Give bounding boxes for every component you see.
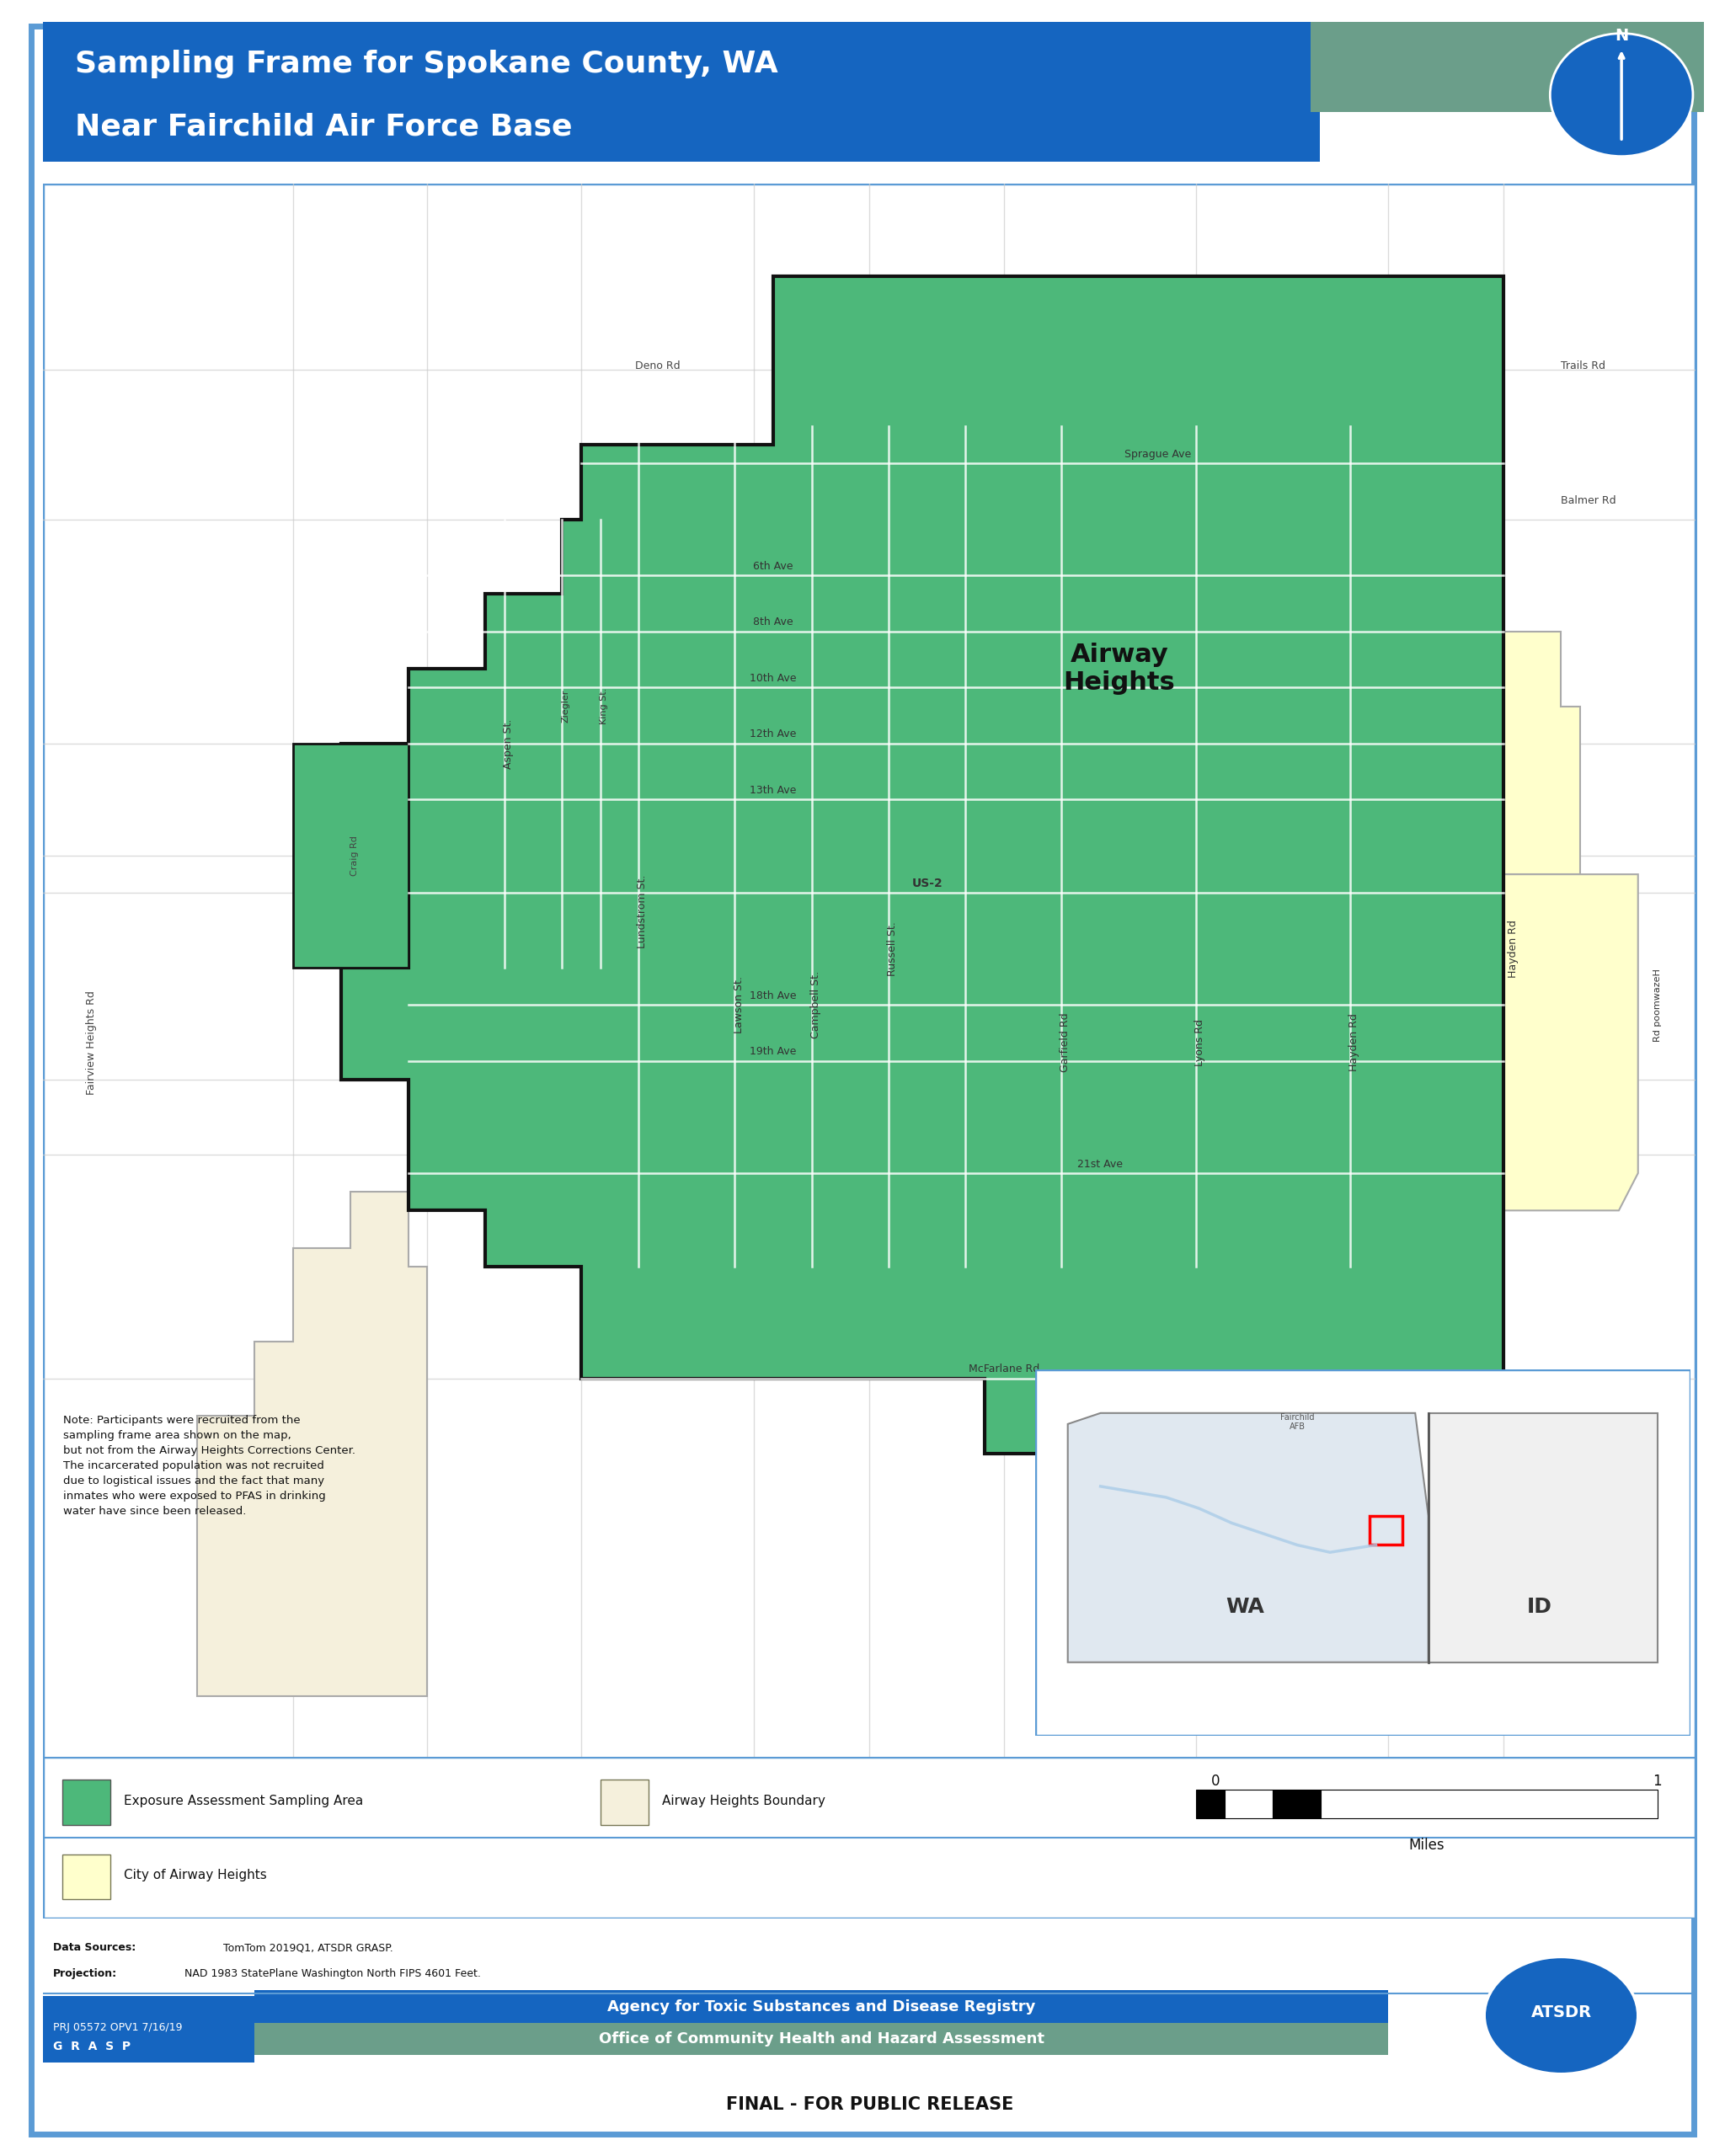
Text: Rd poomwazeH: Rd poomwazeH	[1653, 968, 1661, 1041]
Bar	[255, 2022, 1389, 2055]
Text: US-2: US-2	[911, 877, 942, 888]
Text: Office of Community Health and Hazard Assessment: Office of Community Health and Hazard As…	[599, 2031, 1044, 2046]
Text: 1: 1	[1653, 1774, 1661, 1789]
Text: 0: 0	[1211, 1774, 1220, 1789]
Text: 19th Ave: 19th Ave	[750, 1046, 797, 1056]
Text: Data Sources:: Data Sources:	[53, 1943, 136, 1953]
Polygon shape	[1427, 875, 1639, 1210]
Text: Agency for Toxic Substances and Disease Registry: Agency for Toxic Substances and Disease …	[607, 1999, 1035, 2014]
Text: WA: WA	[1225, 1598, 1264, 1617]
Text: Russell St.: Russell St.	[887, 923, 899, 977]
Polygon shape	[1068, 1412, 1428, 1662]
Polygon shape	[293, 744, 409, 968]
Text: Hayden Rd: Hayden Rd	[1349, 1013, 1359, 1072]
Bar	[1370, 1516, 1402, 1546]
Bar	[62, 1781, 110, 1824]
Text: Lawson St.: Lawson St.	[733, 977, 743, 1033]
Text: Campbell St.: Campbell St.	[811, 972, 821, 1039]
Text: Fairchild
AFB: Fairchild AFB	[1280, 1412, 1314, 1432]
Bar	[43, 2031, 250, 2063]
Text: City of Airway Heights: City of Airway Heights	[124, 1869, 267, 1882]
Text: Miles: Miles	[1409, 1837, 1444, 1854]
Text: Balmer Rd: Balmer Rd	[1561, 496, 1616, 507]
Text: 13th Ave: 13th Ave	[750, 785, 797, 796]
Circle shape	[1551, 32, 1692, 157]
Text: McFarlane Rd: McFarlane Rd	[968, 1365, 1040, 1376]
Text: Lyons Rd: Lyons Rd	[1194, 1020, 1206, 1065]
Text: Airway Heights Boundary: Airway Heights Boundary	[662, 1794, 825, 1807]
Text: FINAL - FOR PUBLIC RELEASE: FINAL - FOR PUBLIC RELEASE	[726, 2096, 1013, 2113]
Bar	[255, 1990, 1389, 2022]
Text: ATSDR: ATSDR	[1530, 2005, 1592, 2020]
Text: King St.: King St.	[600, 688, 609, 724]
Text: 6th Ave: 6th Ave	[754, 561, 794, 571]
Text: Deno Rd: Deno Rd	[635, 360, 681, 371]
Bar	[1273, 1789, 1321, 1820]
Text: TomTom 2019Q1, ATSDR GRASP.: TomTom 2019Q1, ATSDR GRASP.	[219, 1943, 393, 1953]
Text: N: N	[1615, 28, 1628, 43]
Circle shape	[1484, 1958, 1639, 2074]
Polygon shape	[1427, 632, 1580, 875]
FancyBboxPatch shape	[5, 17, 1358, 166]
Text: Aspen St.: Aspen St.	[502, 718, 514, 768]
Text: Ziegler: Ziegler	[562, 690, 569, 722]
Text: 18th Ave: 18th Ave	[750, 990, 797, 1000]
Text: Lundstrom St.: Lundstrom St.	[637, 875, 649, 949]
Text: Sampling Frame for Spokane County, WA: Sampling Frame for Spokane County, WA	[76, 50, 778, 78]
Text: ID: ID	[1527, 1598, 1552, 1617]
Text: 12th Ave: 12th Ave	[750, 729, 797, 740]
Bar	[1321, 1789, 1658, 1820]
Text: Fairview Heights Rd: Fairview Heights Rd	[86, 990, 97, 1095]
Text: 10th Ave: 10th Ave	[750, 673, 797, 683]
Text: 8th Ave: 8th Ave	[754, 617, 794, 627]
Text: Airway
Heights: Airway Heights	[1063, 642, 1175, 694]
Text: Exposure Assessment Sampling Area: Exposure Assessment Sampling Area	[124, 1794, 364, 1807]
Text: Trails Rd: Trails Rd	[1561, 360, 1606, 371]
Text: Craig Rd: Craig Rd	[350, 837, 359, 875]
Text: G  R  A  S  P: G R A S P	[53, 2040, 131, 2053]
Text: Sprague Ave: Sprague Ave	[1125, 448, 1190, 459]
Bar	[600, 1781, 649, 1824]
Bar	[43, 1996, 255, 2063]
Text: Note: Participants were recruited from the
sampling frame area shown on the map,: Note: Participants were recruited from t…	[62, 1414, 355, 1516]
Text: Garfield Rd: Garfield Rd	[1059, 1013, 1071, 1072]
Text: Hayden Rd: Hayden Rd	[1508, 921, 1518, 979]
Polygon shape	[342, 276, 1504, 1453]
Text: Projection:: Projection:	[53, 1968, 117, 1979]
Polygon shape	[197, 1192, 428, 1697]
Text: NAD 1983 StatePlane Washington North FIPS 4601 Feet.: NAD 1983 StatePlane Washington North FIP…	[181, 1968, 481, 1979]
Polygon shape	[1428, 1412, 1658, 1662]
Bar	[1195, 1789, 1225, 1820]
Bar	[62, 1854, 110, 1899]
Text: Near Fairchild Air Force Base: Near Fairchild Air Force Base	[76, 112, 573, 140]
Text: 21st Ave: 21st Ave	[1076, 1158, 1123, 1169]
Text: PRJ 05572 OPV1 7/16/19: PRJ 05572 OPV1 7/16/19	[53, 2022, 183, 2033]
Bar	[1225, 1789, 1273, 1820]
